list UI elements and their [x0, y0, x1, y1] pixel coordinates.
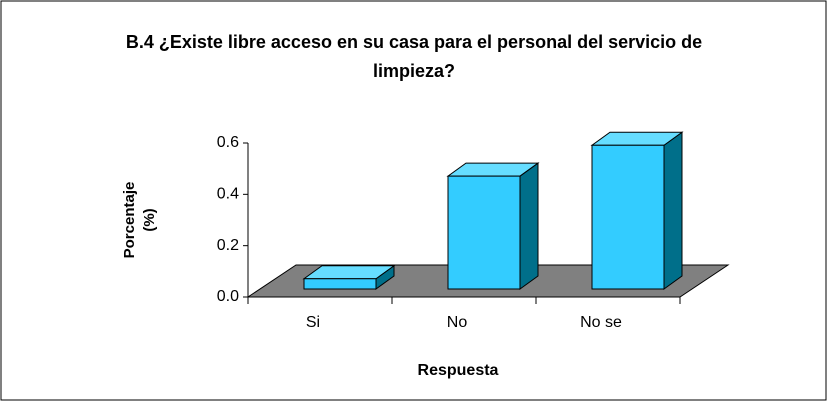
- bar: [446, 162, 540, 290]
- x-axis-label: Respuesta: [417, 362, 499, 379]
- y-tick-label: 0.4: [217, 186, 239, 203]
- x-tick-label: No: [447, 314, 468, 331]
- y-tick-label: 0.2: [217, 237, 239, 254]
- bar: [590, 131, 684, 290]
- y-tick-label: 0.6: [217, 134, 239, 151]
- bar-front: [591, 144, 665, 290]
- bar-side: [663, 131, 683, 290]
- bar-side: [519, 162, 539, 290]
- x-tick-label: No se: [580, 314, 622, 331]
- bar: [302, 264, 396, 290]
- bar-front: [447, 175, 521, 290]
- y-tick-label: 0.0: [217, 288, 239, 305]
- y-axis-label: Porcentaje (%): [121, 181, 158, 259]
- bar-front: [303, 278, 377, 290]
- x-tick-label: Si: [306, 314, 320, 331]
- chart-title: B.4 ¿Existe libre acceso en su casa para…: [125, 32, 703, 81]
